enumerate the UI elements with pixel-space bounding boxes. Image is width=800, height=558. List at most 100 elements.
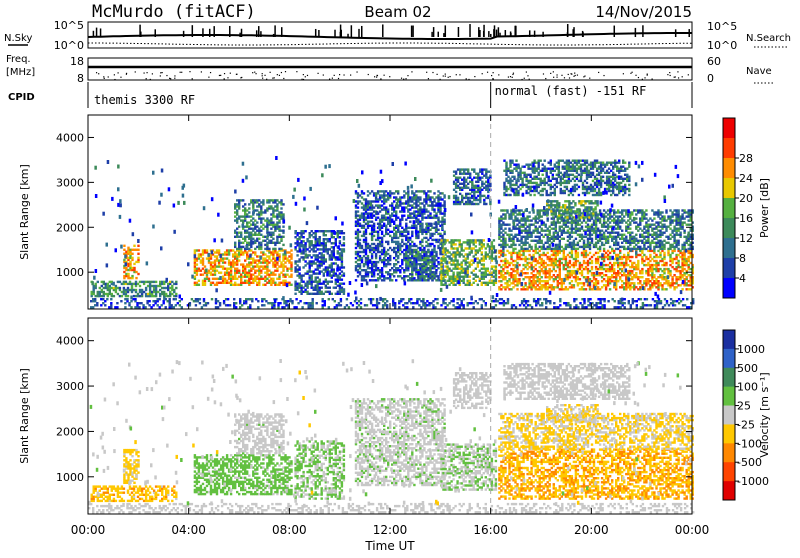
power-cell <box>609 276 611 278</box>
power-cell <box>518 282 520 284</box>
power-cell <box>589 252 591 254</box>
power-cell <box>471 168 473 170</box>
power-cell <box>169 287 171 289</box>
nave-point <box>512 77 513 78</box>
power-cell <box>437 229 439 231</box>
power-cell <box>395 271 397 273</box>
nave-point <box>126 73 127 74</box>
power-cell <box>665 264 667 266</box>
nave-point <box>170 78 171 79</box>
nave-point <box>677 71 678 72</box>
power-cell <box>306 240 308 242</box>
power-cell <box>317 276 319 278</box>
power-cell <box>518 226 520 228</box>
power-cell <box>216 282 218 284</box>
power-cell <box>198 249 200 251</box>
power-cell <box>125 295 127 297</box>
power-cell <box>306 281 308 283</box>
nave-point <box>411 71 412 72</box>
n-series <box>88 24 692 45</box>
power-cell <box>427 279 429 281</box>
power-cell <box>433 265 435 267</box>
power-cell <box>337 256 339 258</box>
n-tick-top-right: 10^5 <box>707 20 737 33</box>
power-cell <box>397 241 399 243</box>
power-cell <box>244 203 246 205</box>
power-cell <box>427 243 429 245</box>
power-cell <box>238 205 240 207</box>
n-search-label: N.Search <box>746 33 791 44</box>
nave-point <box>150 79 151 80</box>
power-cell <box>365 233 367 235</box>
power-cell <box>397 225 399 227</box>
power-cell <box>545 224 547 226</box>
nave-point <box>305 76 306 77</box>
power-cell <box>381 215 383 217</box>
power-cell <box>107 295 109 297</box>
nave-point <box>118 72 119 73</box>
nave-point <box>432 72 433 73</box>
power-cell <box>260 261 262 263</box>
power-cell <box>461 199 463 201</box>
power-cell <box>339 236 341 238</box>
power-cell <box>200 253 202 255</box>
beam-title: Beam 02 <box>364 3 431 21</box>
power-cell <box>240 232 242 234</box>
power-cell <box>260 276 262 278</box>
power-cell <box>222 265 224 267</box>
power-cell <box>411 204 413 206</box>
power-cell <box>381 243 383 245</box>
nave-point <box>652 78 653 79</box>
power-cell <box>165 293 167 295</box>
power-cell <box>443 200 445 202</box>
nave-point <box>368 74 369 75</box>
freq-series <box>88 67 692 80</box>
power-cell <box>137 273 139 275</box>
power-cell <box>495 257 497 259</box>
nave-point <box>670 75 671 76</box>
power-cell <box>103 295 105 297</box>
nave-point <box>545 78 546 79</box>
power-cell <box>381 190 383 192</box>
power-cell <box>487 177 489 179</box>
power-cell <box>403 215 405 217</box>
power-cell <box>290 253 292 255</box>
power-cell <box>306 262 308 264</box>
power-cell <box>254 251 256 253</box>
power-cell <box>343 266 345 268</box>
nave-point <box>350 74 351 75</box>
power-cell <box>524 244 526 246</box>
power-cell <box>411 257 413 259</box>
nave-point <box>445 76 446 77</box>
power-cell <box>298 268 300 270</box>
power-cell <box>487 243 489 245</box>
power-cell <box>637 264 639 266</box>
power-cell <box>475 268 477 270</box>
power-cell <box>427 273 429 275</box>
power-cell <box>343 242 345 244</box>
power-cell <box>502 213 504 215</box>
n-search-line <box>88 43 692 45</box>
power-cell <box>321 258 323 260</box>
power-cell <box>407 231 409 233</box>
nave-point <box>279 75 280 76</box>
power-cell <box>639 282 641 284</box>
power-cell <box>125 275 127 277</box>
power-cell <box>427 239 429 241</box>
nave-point <box>201 71 202 72</box>
power-cell <box>331 281 333 283</box>
power-cell <box>518 278 520 280</box>
power-cell <box>411 231 413 233</box>
power-cell <box>587 264 589 266</box>
power-cell <box>367 221 369 223</box>
power-cell <box>230 278 232 280</box>
power-cell <box>441 217 443 219</box>
power-cell <box>487 268 489 270</box>
power-cell <box>423 249 425 251</box>
power-cell <box>621 280 623 282</box>
power-cell <box>200 259 202 261</box>
power-cell <box>487 195 489 197</box>
power-cell <box>539 272 541 274</box>
power-cell <box>357 192 359 194</box>
